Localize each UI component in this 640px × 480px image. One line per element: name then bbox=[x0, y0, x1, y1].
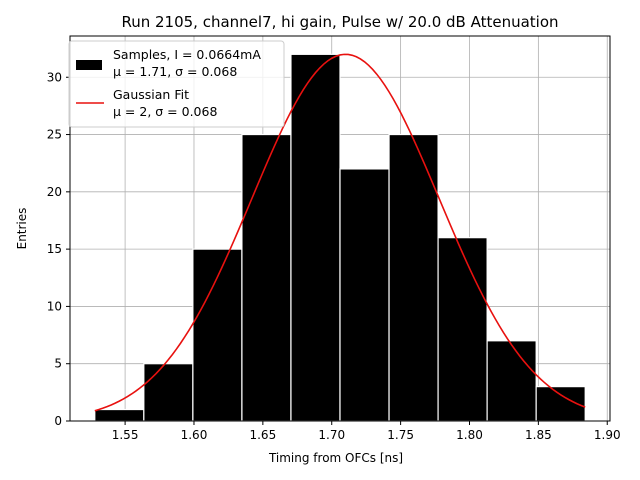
histogram-bar bbox=[486, 340, 537, 422]
x-tick-label: 1.85 bbox=[525, 428, 552, 442]
legend-fit-line2: μ = 2, σ = 0.068 bbox=[113, 104, 217, 119]
histogram-bars bbox=[94, 53, 586, 422]
x-axis-label: Timing from OFCs [ns] bbox=[268, 451, 403, 465]
y-tick-label: 10 bbox=[47, 299, 62, 313]
plot-frame bbox=[69, 35, 611, 422]
y-axis-label: Entries bbox=[15, 208, 29, 250]
legend: Samples, I = 0.0664mA μ = 1.71, σ = 0.06… bbox=[68, 40, 285, 128]
y-tick-label: 5 bbox=[54, 357, 62, 371]
y-tick-label: 25 bbox=[47, 128, 62, 142]
histogram-bar bbox=[290, 53, 341, 422]
x-axis-ticks: 1.55 1.60 1.65 1.70 1.75 1.80 1.85 1.90 bbox=[112, 421, 621, 442]
chart-title: Run 2105, channel7, hi gain, Pulse w/ 20… bbox=[121, 13, 558, 31]
x-tick-label: 1.70 bbox=[318, 428, 345, 442]
y-tick-label: 20 bbox=[47, 185, 62, 199]
histogram-bar bbox=[241, 133, 292, 422]
histogram-bar bbox=[388, 133, 439, 422]
legend-box bbox=[68, 40, 285, 128]
x-tick-label: 1.55 bbox=[112, 428, 139, 442]
histogram-bar bbox=[192, 248, 243, 422]
legend-fit-line1: Gaussian Fit bbox=[113, 87, 189, 102]
histogram-bar bbox=[339, 168, 390, 422]
y-tick-label: 0 bbox=[54, 414, 62, 428]
y-axis-ticks: 0 5 10 15 20 25 30 bbox=[47, 70, 70, 428]
histogram-bar bbox=[94, 408, 145, 422]
x-tick-label: 1.90 bbox=[594, 428, 621, 442]
legend-samples-line1: Samples, I = 0.0664mA bbox=[113, 47, 261, 62]
x-tick-label: 1.60 bbox=[181, 428, 208, 442]
x-tick-label: 1.65 bbox=[249, 428, 276, 442]
legend-swatch-samples bbox=[76, 60, 102, 70]
histogram-bar bbox=[143, 363, 194, 422]
x-tick-label: 1.75 bbox=[387, 428, 414, 442]
y-tick-label: 30 bbox=[47, 70, 62, 84]
histogram-bar bbox=[437, 237, 488, 422]
x-tick-label: 1.80 bbox=[456, 428, 483, 442]
gaussian-fit-curve bbox=[94, 53, 586, 412]
legend-samples-line2: μ = 1.71, σ = 0.068 bbox=[113, 64, 237, 79]
y-tick-label: 15 bbox=[47, 242, 62, 256]
